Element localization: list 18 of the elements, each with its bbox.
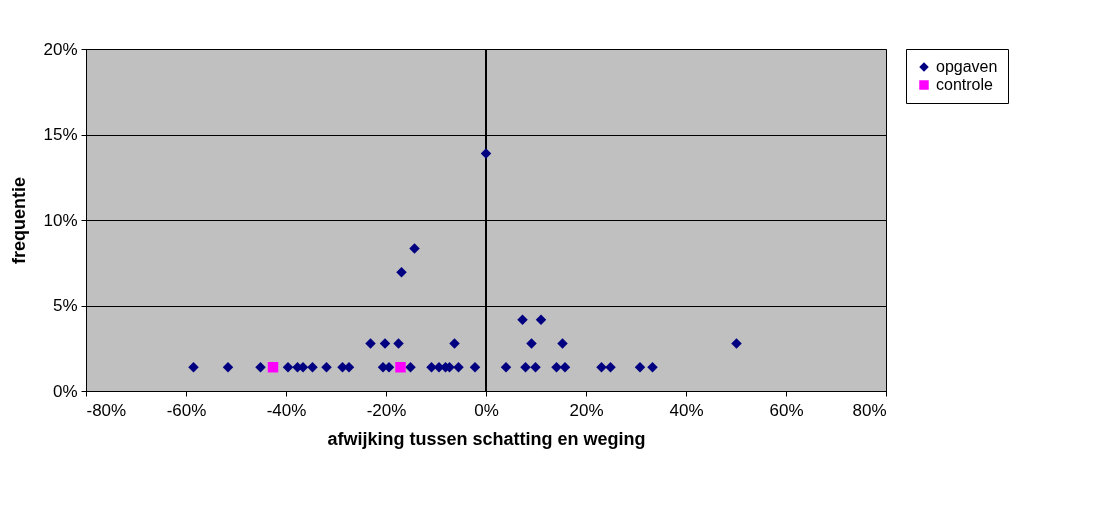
x-tick-label: 60% (769, 400, 804, 420)
y-tick-label: 15% (43, 125, 78, 144)
x-tick-label: 40% (669, 400, 704, 420)
x-tick-label: 0% (474, 400, 499, 420)
x-tick-label: 20% (569, 400, 604, 420)
y-tick-label: 10% (43, 210, 78, 230)
x-axis-title: afwijking tussen schatting en weging (327, 428, 646, 449)
y-tick-label: 5% (52, 296, 78, 315)
y-tick-label: 0% (52, 381, 78, 401)
legend-label: controle (936, 76, 994, 93)
x-tick-label: -20% (366, 400, 407, 420)
y-tick-label: 20% (43, 39, 78, 59)
x-tick-label: 80% (852, 400, 887, 420)
y-axis-title: frequentie (9, 176, 30, 265)
x-tick-label: -80% (86, 400, 127, 420)
x-tick-label: -40% (266, 400, 307, 420)
legend-label: opgaven (936, 58, 998, 75)
x-tick-label: -60% (166, 400, 207, 420)
